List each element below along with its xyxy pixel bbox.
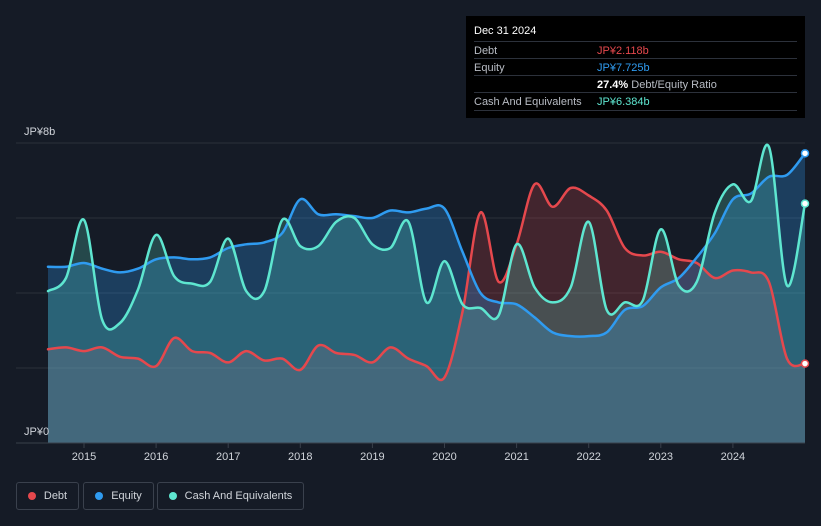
legend-item-cash[interactable]: Cash And Equivalents (157, 482, 304, 510)
tooltip-debt-label: Debt (474, 45, 498, 57)
x-tick-label: 2021 (504, 451, 528, 463)
debt-legend-dot-icon (27, 492, 36, 500)
x-tick-label: 2022 (576, 451, 600, 463)
legend-debt-label: Debt (43, 490, 68, 502)
equity-legend-dot-icon (95, 492, 104, 500)
debt-endpoint (800, 359, 810, 368)
series-endpoints (800, 149, 810, 368)
x-tick-label: 2016 (144, 451, 168, 463)
x-tick-label: 2017 (216, 451, 240, 463)
cash-and-equivalents-endpoint (800, 199, 810, 208)
equity-area (48, 153, 805, 443)
series-lines (46, 143, 807, 382)
legend-item-equity[interactable]: Equity (83, 482, 154, 510)
tooltip-ratio-label: Debt/Equity Ratio (631, 79, 717, 91)
y-tick-label-top: JP¥8b (24, 126, 55, 138)
tooltip-ratio: 27.4% Debt/Equity Ratio (597, 79, 717, 91)
equity-endpoint (800, 149, 810, 158)
tooltip-row-cash: Cash And Equivalents JP¥6.384b (474, 92, 797, 111)
tooltip-date: Dec 31 2024 (474, 25, 537, 37)
equity-line (46, 152, 807, 338)
series-areas (48, 144, 805, 443)
x-tick-label: 2020 (432, 451, 456, 463)
tooltip-ratio-value: 27.4% (597, 79, 629, 91)
tooltip-row-debt: Debt JP¥2.118b (474, 41, 797, 59)
legend-item-debt[interactable]: Debt (16, 482, 79, 510)
tooltip-debt-value: JP¥2.118b (597, 45, 649, 57)
debt-line (46, 182, 807, 382)
tooltip-equity-label: Equity (474, 62, 505, 74)
x-tick-label: 2019 (360, 451, 384, 463)
data-tooltip: Dec 31 2024 Debt JP¥2.118b Equity JP¥7.7… (466, 16, 805, 118)
cash-legend-dot-icon (168, 492, 177, 500)
y-tick-label-bottom: JP¥0 (24, 426, 49, 438)
debt-area (48, 183, 805, 443)
x-tick-label: 2015 (72, 451, 96, 463)
tooltip-cash-label: Cash And Equivalents (474, 96, 582, 108)
x-tick-label: 2018 (288, 451, 312, 463)
tooltip-equity-value: JP¥7.725b (597, 62, 650, 74)
x-tick-label: 2023 (649, 451, 673, 463)
tooltip-row-ratio: 27.4% Debt/Equity Ratio (474, 75, 797, 93)
x-tick-label: 2024 (721, 451, 745, 463)
x-axis-ticks: 2015 2016 2017 2018 2019 2020 2021 2022 2023 2024 (72, 443, 745, 463)
cash-and-equivalents-area (48, 144, 805, 443)
tooltip-row-equity: Equity JP¥7.725b (474, 58, 797, 76)
tooltip-cash-value: JP¥6.384b (597, 96, 650, 108)
legend-cash-label: Cash And Equivalents (184, 490, 293, 502)
cash-and-equivalents-line (46, 143, 807, 331)
legend-equity-label: Equity (111, 490, 142, 502)
